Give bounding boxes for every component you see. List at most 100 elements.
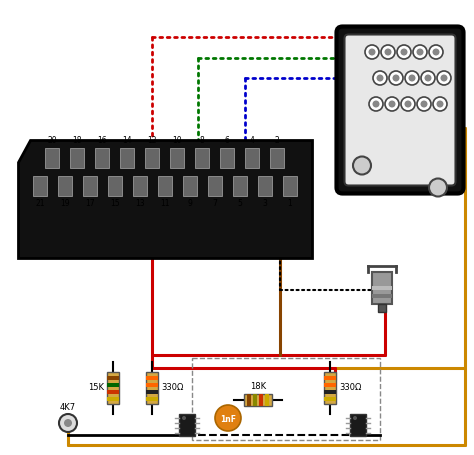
Bar: [324, 397, 336, 401]
Circle shape: [182, 416, 186, 420]
Text: 1nF: 1nF: [220, 415, 236, 425]
Circle shape: [432, 49, 439, 56]
Circle shape: [64, 419, 72, 427]
Circle shape: [425, 75, 431, 81]
Bar: [283, 176, 297, 196]
Bar: [183, 176, 197, 196]
Bar: [133, 176, 147, 196]
Circle shape: [385, 97, 399, 111]
Circle shape: [384, 49, 392, 56]
Bar: [265, 394, 269, 406]
Bar: [208, 176, 222, 196]
Bar: [247, 394, 251, 406]
Bar: [270, 148, 284, 168]
Bar: [170, 148, 184, 168]
Text: 16: 16: [97, 136, 107, 145]
Bar: [120, 148, 134, 168]
Bar: [146, 397, 158, 401]
Circle shape: [369, 97, 383, 111]
Bar: [145, 148, 159, 168]
Bar: [146, 383, 158, 387]
Bar: [107, 397, 119, 401]
Bar: [372, 286, 392, 290]
Text: 14: 14: [122, 136, 132, 145]
Text: 11: 11: [160, 199, 170, 208]
Circle shape: [353, 416, 357, 420]
Bar: [378, 304, 386, 312]
Circle shape: [368, 49, 375, 56]
Circle shape: [59, 414, 77, 432]
Bar: [107, 372, 119, 404]
Circle shape: [397, 45, 411, 59]
Bar: [33, 176, 47, 196]
Bar: [58, 176, 72, 196]
Circle shape: [392, 75, 400, 81]
Circle shape: [437, 101, 444, 107]
Bar: [70, 148, 84, 168]
Text: 3: 3: [263, 199, 267, 208]
Circle shape: [409, 75, 416, 81]
Bar: [107, 390, 119, 394]
Circle shape: [215, 405, 241, 431]
Bar: [158, 176, 172, 196]
Circle shape: [433, 97, 447, 111]
Bar: [324, 390, 336, 394]
Bar: [372, 272, 392, 304]
Text: 4: 4: [250, 136, 255, 145]
Text: 9: 9: [188, 199, 192, 208]
Text: 6: 6: [225, 136, 229, 145]
Bar: [179, 414, 195, 436]
Circle shape: [365, 45, 379, 59]
Bar: [372, 294, 392, 298]
Circle shape: [440, 75, 447, 81]
Text: 7: 7: [212, 199, 218, 208]
Circle shape: [381, 45, 395, 59]
Circle shape: [420, 101, 428, 107]
Circle shape: [437, 71, 451, 85]
Circle shape: [389, 71, 403, 85]
Circle shape: [376, 75, 383, 81]
Circle shape: [401, 49, 408, 56]
Bar: [108, 176, 122, 196]
Text: 8: 8: [200, 136, 204, 145]
Bar: [253, 394, 257, 406]
Text: 18K: 18K: [250, 382, 266, 391]
Circle shape: [373, 101, 380, 107]
Text: 1: 1: [288, 199, 292, 208]
Bar: [324, 376, 336, 380]
Text: 17: 17: [85, 199, 95, 208]
Bar: [83, 176, 97, 196]
Circle shape: [429, 178, 447, 197]
Bar: [258, 176, 272, 196]
Text: 13: 13: [135, 199, 145, 208]
Circle shape: [389, 101, 395, 107]
Bar: [324, 383, 336, 387]
Bar: [350, 414, 366, 436]
Circle shape: [401, 97, 415, 111]
Bar: [146, 376, 158, 380]
Bar: [192, 358, 380, 440]
Circle shape: [421, 71, 435, 85]
Text: 330Ω: 330Ω: [339, 384, 361, 393]
Bar: [233, 176, 247, 196]
Polygon shape: [18, 140, 312, 258]
Circle shape: [373, 71, 387, 85]
Text: 10: 10: [172, 136, 182, 145]
Circle shape: [404, 101, 411, 107]
Text: 5: 5: [237, 199, 242, 208]
Bar: [45, 148, 59, 168]
Circle shape: [417, 49, 423, 56]
Text: 18: 18: [72, 136, 82, 145]
Text: 4K7: 4K7: [60, 404, 76, 413]
Text: 15: 15: [110, 199, 120, 208]
Text: 2: 2: [274, 136, 279, 145]
Circle shape: [429, 45, 443, 59]
Text: 330Ω: 330Ω: [161, 384, 183, 393]
Circle shape: [413, 45, 427, 59]
Text: 15K: 15K: [88, 384, 104, 393]
Bar: [245, 148, 259, 168]
Bar: [107, 376, 119, 380]
Bar: [107, 383, 119, 387]
Bar: [146, 372, 158, 404]
Bar: [195, 148, 209, 168]
